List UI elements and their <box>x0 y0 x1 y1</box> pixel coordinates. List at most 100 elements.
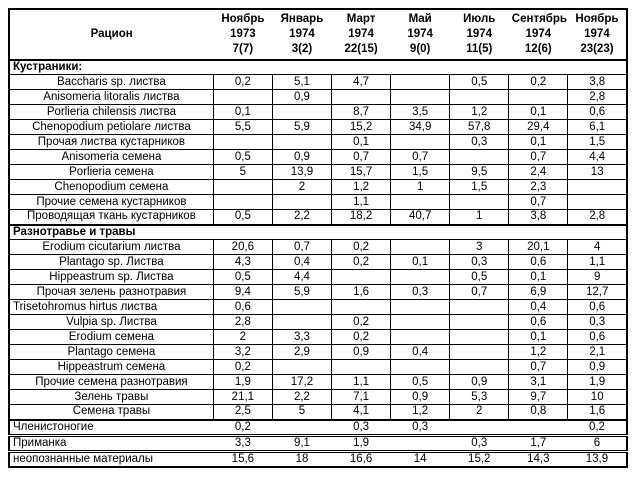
value-cell <box>212 194 273 211</box>
value-cell: 0,3 <box>449 434 509 452</box>
table-row: Hippeastrum семена 0,2 0,7 0,9 <box>8 359 628 376</box>
table-header: Рацион Ноябрь 1973 7(7) Январь 1974 3(2) Март 1… <box>9 9 627 61</box>
value-cell <box>271 194 333 211</box>
value-cell: 0,7 <box>271 239 333 256</box>
value-cell <box>567 179 628 196</box>
row-label: Hippeastrum sp. Листва <box>8 269 214 286</box>
table-row: Erodium cicutarium листва 20,6 0,7 0,2 3 20,1… <box>8 239 628 256</box>
table-row: Baccharis sp. листва 0,2 5,1 4,7 0,5 0,2 3,8 <box>8 74 628 91</box>
column-header-month: Сентябрь <box>511 13 567 25</box>
value-cell: 9,1 <box>272 434 332 452</box>
column-header-6: Сентябрь 1974 12(6) <box>508 9 568 61</box>
value-cell: 9,4 <box>212 284 273 301</box>
value-cell: 2,1 <box>567 344 628 361</box>
value-cell: 34,9 <box>390 119 451 136</box>
value-cell: 0,2 <box>508 74 569 91</box>
row-label: Проводящая ткань кустарников <box>8 209 214 226</box>
row-label: Porlieria chilensis листва <box>8 104 214 121</box>
value-cell <box>390 299 451 316</box>
table-row: Anisomeria семена 0,5 0,9 0,7 0,7 0,7 4,4 <box>8 149 628 166</box>
value-cell: 2,8 <box>567 209 628 226</box>
value-cell <box>449 359 510 376</box>
value-cell: 3,8 <box>567 74 628 91</box>
value-cell <box>331 269 392 286</box>
value-cell: 1,1 <box>567 254 628 271</box>
value-cell: 0,6 <box>508 254 569 271</box>
row-label: Trisetohromus hirtus листва <box>8 299 214 316</box>
column-header-count: 23(23) <box>580 42 614 55</box>
value-cell: 0,1 <box>331 134 392 151</box>
value-cell <box>390 134 451 151</box>
value-cell: 5,9 <box>271 284 333 301</box>
value-cell: 0,5 <box>212 209 273 226</box>
value-cell: 2 <box>271 179 333 196</box>
value-cell: 7,1 <box>331 389 392 406</box>
value-cell <box>271 299 333 316</box>
value-cell <box>212 134 273 151</box>
value-cell: 0,6 <box>567 104 628 121</box>
value-cell: 8,7 <box>331 104 392 121</box>
value-cell: 0,7 <box>508 149 569 166</box>
value-cell: 5 <box>212 164 273 181</box>
value-cell <box>331 299 392 316</box>
row-label: Прочая листва кустарников <box>8 134 214 151</box>
value-cell: 0,9 <box>390 389 451 406</box>
value-cell <box>508 89 569 106</box>
value-cell <box>212 89 273 106</box>
value-cell <box>449 149 510 166</box>
value-cell: 1,9 <box>212 374 273 391</box>
value-cell <box>390 359 451 376</box>
value-cell: 0,2 <box>213 418 273 436</box>
column-header-count: 22(15) <box>344 42 378 55</box>
value-cell: 0,9 <box>271 149 333 166</box>
value-cell: 15,2 <box>449 450 509 468</box>
value-cell: 0,7 <box>449 284 510 301</box>
value-cell: 2,8 <box>567 89 628 106</box>
row-label: Baccharis sp. листва <box>8 74 214 91</box>
value-cell: 16,6 <box>331 450 391 468</box>
column-header-1: Ноябрь 1973 7(7) <box>213 9 273 61</box>
value-cell <box>390 239 451 256</box>
value-cell: 0,7 <box>390 149 451 166</box>
column-header-2: Январь 1974 3(2) <box>272 9 332 61</box>
value-cell: 0,9 <box>271 89 333 106</box>
table-row: Porlieria семена 5 13,9 15,7 1,5 9,5 2,4 13 <box>8 164 628 181</box>
row-label: Прочая зелень разнотравия <box>8 284 214 301</box>
row-label: Erodium семена <box>8 329 214 346</box>
section-row: Кустраники: <box>9 58 627 76</box>
value-cell: 13,9 <box>271 164 333 181</box>
column-header-count: 3(2) <box>291 42 313 55</box>
value-cell: 0,3 <box>390 418 450 436</box>
value-cell: 13,9 <box>567 450 627 468</box>
column-header-month: Ноябрь <box>221 13 265 25</box>
value-cell: 4,1 <box>331 404 392 421</box>
value-cell: 0,1 <box>508 269 569 286</box>
table-body: Кустраники: Baccharis sp. листва 0,2 5,1 4,7… <box>8 58 628 468</box>
value-cell: 0,6 <box>567 329 628 346</box>
value-cell: 1,2 <box>390 404 451 421</box>
value-cell: 2 <box>212 329 273 346</box>
value-cell: 4,7 <box>331 74 392 91</box>
ration-column-header: Рацион <box>9 9 214 61</box>
column-header-5: Июль 1974 11(5) <box>449 9 509 61</box>
value-cell <box>390 89 451 106</box>
value-cell <box>331 359 392 376</box>
value-cell: 1 <box>449 209 510 226</box>
table-row: Anisomeria litoralis листва 0,9 2,8 <box>8 89 628 106</box>
value-cell: 0,1 <box>508 104 569 121</box>
value-cell: 0,3 <box>449 254 510 271</box>
value-cell: 4,3 <box>212 254 273 271</box>
value-cell <box>449 344 510 361</box>
value-cell: 57,8 <box>449 119 510 136</box>
value-cell: 0,4 <box>390 344 451 361</box>
column-header-year: 1974 <box>289 27 315 40</box>
value-cell: 6,1 <box>567 119 628 136</box>
table-row: Зелень травы 21,1 2,2 7,1 0,9 5,3 9,7 10 <box>8 389 628 406</box>
table-row: Прочие семена разнотравия 1,9 17,2 1,1 0,5 0,… <box>8 374 628 391</box>
header-row: Рацион Ноябрь 1973 7(7) Январь 1974 3(2) Март 1… <box>9 9 627 61</box>
value-cell: 2 <box>449 404 510 421</box>
column-header-year: 1974 <box>348 27 374 40</box>
value-cell: 5,1 <box>271 74 333 91</box>
value-cell: 1,1 <box>331 194 392 211</box>
row-label: Chenopodium семена <box>8 179 214 196</box>
